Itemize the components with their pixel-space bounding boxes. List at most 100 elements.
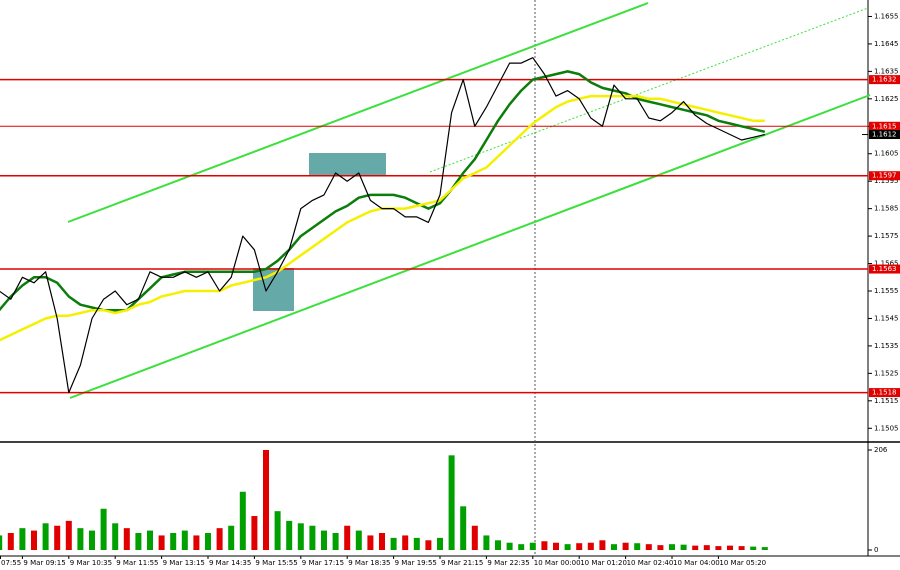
- x-tick-label: 9 Mar 10:35: [70, 559, 112, 567]
- volume-bar: [286, 520, 293, 550]
- volume-bar: [727, 545, 733, 550]
- y-tick-label: 1.1655: [874, 12, 899, 20]
- volume-bar: [7, 533, 14, 550]
- volume-bar: [332, 533, 339, 550]
- volume-bar: [77, 528, 84, 550]
- volume-bar: [379, 533, 385, 550]
- volume-bar: [239, 491, 246, 550]
- x-tick-label: 10 Mar 04:00: [673, 559, 720, 567]
- volume-bar: [228, 525, 235, 550]
- volume-bar: [170, 533, 177, 550]
- y-tick-label: 1.1555: [874, 287, 899, 295]
- plot-layer: 1.1655 1.1645 1.1635 1.1625 1.1615 1.1605 1.15…: [0, 12, 900, 567]
- y-tick-label: 1.1595: [874, 177, 899, 185]
- level-tag: [869, 388, 900, 398]
- volume-bar: [205, 533, 211, 550]
- volume-bar: [692, 545, 699, 550]
- level-tag: [869, 75, 900, 85]
- volume-bar: [112, 523, 119, 550]
- zone-box: [309, 153, 386, 175]
- volume-bar: [216, 528, 223, 550]
- x-tick-label: 9 Mar 19:55: [395, 559, 437, 567]
- volume-bar: [54, 525, 61, 550]
- x-tick-label: 10 Mar 01:20: [580, 559, 627, 567]
- current-price-tag: [869, 130, 900, 140]
- volume-bar: [0, 535, 3, 550]
- channel-lower: [69, 94, 871, 399]
- x-tick-label: 9 Mar 21:15: [441, 559, 483, 567]
- y-tick-label: 1.1545: [874, 314, 899, 322]
- channel-upper: [67, 2, 649, 223]
- volume-bar: [193, 535, 200, 550]
- volume-bar: [19, 528, 26, 550]
- volume-bar: [564, 544, 571, 550]
- volume-bar: [715, 546, 722, 550]
- x-tick-label: 9 Mar 15:55: [255, 559, 297, 567]
- y-tick-label: 1.1505: [874, 424, 899, 432]
- volume-bar: [750, 546, 757, 550]
- volume-bar: [495, 540, 501, 550]
- volume-bar: [669, 544, 675, 550]
- volume-bar: [634, 543, 641, 550]
- volume-bar: [31, 530, 37, 550]
- y-tick-label: 1.1585: [874, 205, 899, 213]
- volume-bar: [274, 511, 281, 550]
- volume-tick-label: 206: [874, 446, 888, 454]
- current-price-label: 1.1612: [872, 131, 897, 139]
- volume-bar: [599, 540, 606, 550]
- x-tick-label: 9 Mar 17:15: [302, 559, 344, 567]
- volume-bar: [703, 545, 710, 550]
- volume-bar: [506, 542, 513, 550]
- x-tick-label: 10 Mar 00:00: [534, 559, 581, 567]
- volume-bar: [622, 542, 629, 550]
- volume-bar: [471, 525, 478, 550]
- y-tick-label: 1.1645: [874, 40, 899, 48]
- volume-bar: [355, 530, 362, 550]
- x-tick-label: 9 Mar 18:35: [348, 559, 390, 567]
- volume-bar: [657, 545, 664, 550]
- volume-bar: [587, 542, 594, 550]
- volume-bar: [297, 523, 304, 550]
- volume-bar: [611, 544, 617, 550]
- volume-bar: [65, 520, 72, 550]
- volume-bar: [89, 530, 95, 550]
- volume-bar: [123, 528, 130, 550]
- y-tick-label: 1.1635: [874, 67, 899, 75]
- volume-bar: [413, 537, 420, 550]
- level-tag: [869, 264, 900, 274]
- volume-bar: [158, 535, 165, 550]
- volume-bar: [576, 543, 583, 550]
- volume-bar: [437, 537, 443, 550]
- x-tick-label: 07:55: [1, 559, 21, 567]
- volume-bar: [425, 540, 432, 550]
- level-label: 1.1615: [872, 122, 897, 130]
- volume-bar: [402, 535, 409, 550]
- y-tick-label: 1.1525: [874, 369, 899, 377]
- volume-bar: [553, 542, 559, 550]
- volume-bar: [761, 547, 768, 550]
- volume-bar: [390, 537, 397, 550]
- volume-bar: [344, 525, 351, 550]
- price-line: [0, 57, 765, 394]
- volume-bar: [483, 535, 490, 550]
- y-tick-label: 1.1515: [874, 397, 899, 405]
- level-label: 1.1518: [872, 389, 897, 397]
- x-tick-label: 9 Mar 14:35: [209, 559, 251, 567]
- y-tick-label: 1.1605: [874, 150, 899, 158]
- x-tick-label: 9 Mar 13:15: [163, 559, 205, 567]
- volume-bar: [263, 450, 269, 550]
- volume-bar: [147, 530, 153, 550]
- volume-bar: [321, 530, 327, 550]
- volume-bar: [42, 523, 49, 550]
- volume-bar: [680, 544, 687, 550]
- level-label: 1.1563: [872, 265, 897, 273]
- x-tick-label: 9 Mar 22:35: [487, 559, 529, 567]
- volume-bar: [448, 455, 455, 550]
- volume-bar: [181, 530, 188, 550]
- y-tick-label: 1.1565: [874, 260, 899, 268]
- level-label: 1.1632: [872, 76, 897, 84]
- level-tag: [869, 121, 900, 131]
- volume-tick-label: 0: [874, 546, 878, 554]
- volume-bar: [518, 544, 525, 550]
